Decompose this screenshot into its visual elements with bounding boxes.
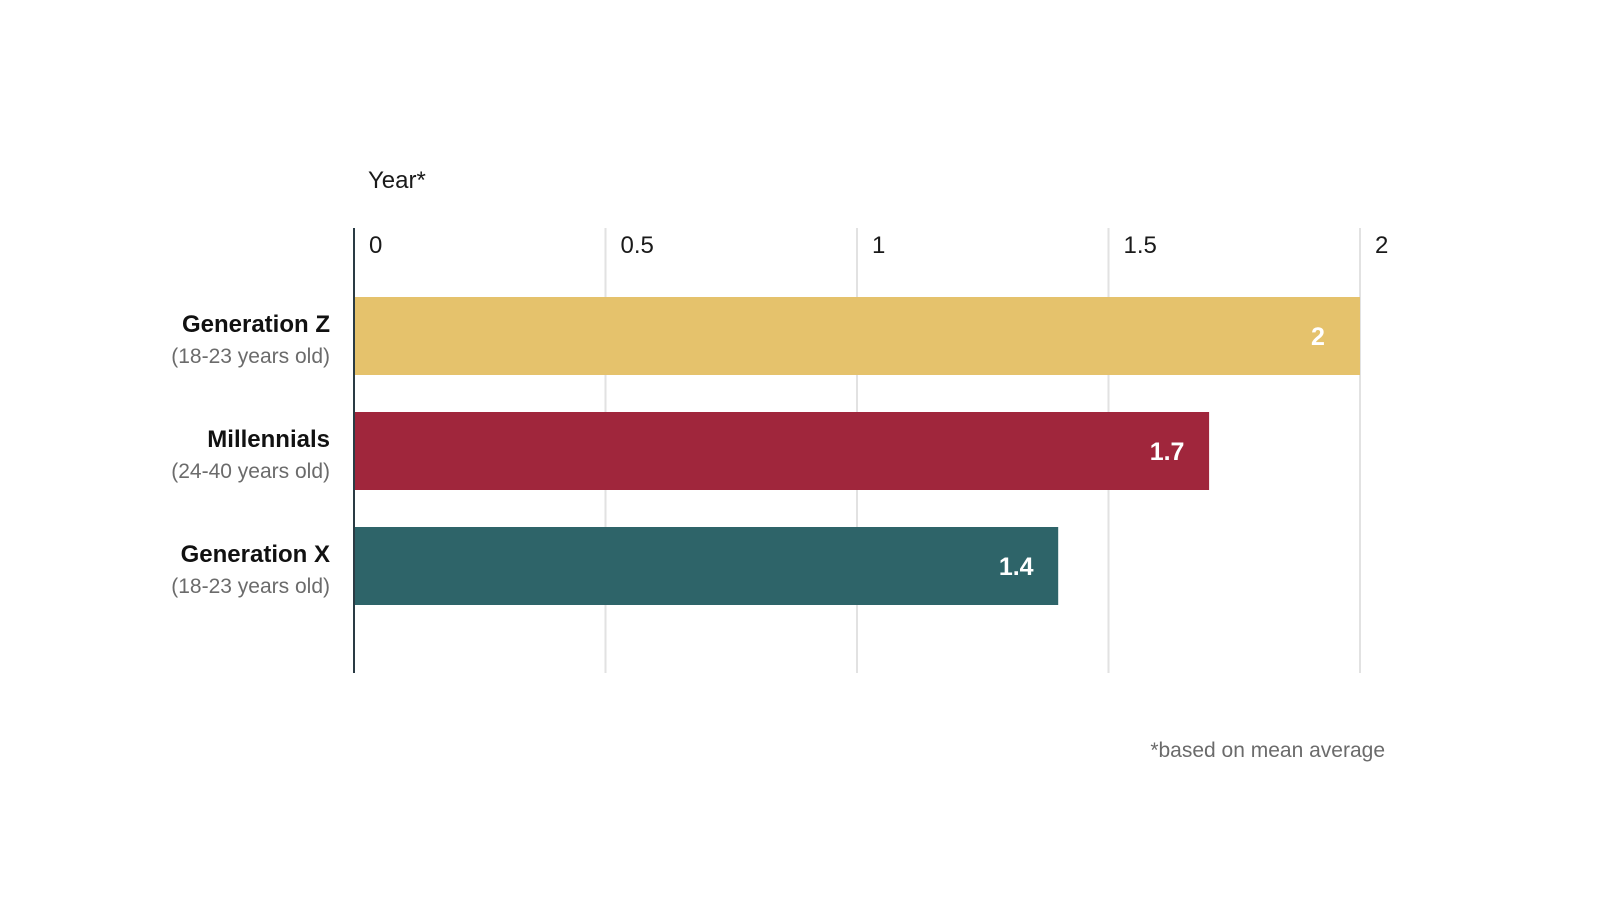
category-name: Millennials xyxy=(207,426,330,453)
category-name: Generation Z xyxy=(182,311,330,338)
bar-value-label: 1.4 xyxy=(999,553,1034,581)
bar-value-label: 1.7 xyxy=(1150,438,1185,466)
footnote: *based on mean average xyxy=(1150,739,1385,762)
x-tick-label: 1 xyxy=(872,232,885,259)
x-tick-labels: 0 0.5 1 1.5 2 xyxy=(369,232,1388,259)
category-labels: Generation Z (18-23 years old) Millennials… xyxy=(171,311,330,598)
category-subtitle: (18-23 years old) xyxy=(171,345,330,368)
x-tick-label: 0 xyxy=(369,232,382,259)
bar xyxy=(355,297,1360,375)
x-tick-label: 1.5 xyxy=(1124,232,1157,259)
category-name: Generation X xyxy=(181,541,330,568)
x-tick-label: 0.5 xyxy=(621,232,654,259)
category-subtitle: (18-23 years old) xyxy=(171,575,330,598)
bar xyxy=(355,527,1059,605)
bar-value-label: 2 xyxy=(1311,323,1325,351)
x-tick-label: 2 xyxy=(1375,232,1388,259)
bars: 2 1.7 1.4 xyxy=(355,297,1360,605)
x-axis-title: Year* xyxy=(368,167,426,194)
category-subtitle: (24-40 years old) xyxy=(171,460,330,483)
bar xyxy=(355,412,1210,490)
